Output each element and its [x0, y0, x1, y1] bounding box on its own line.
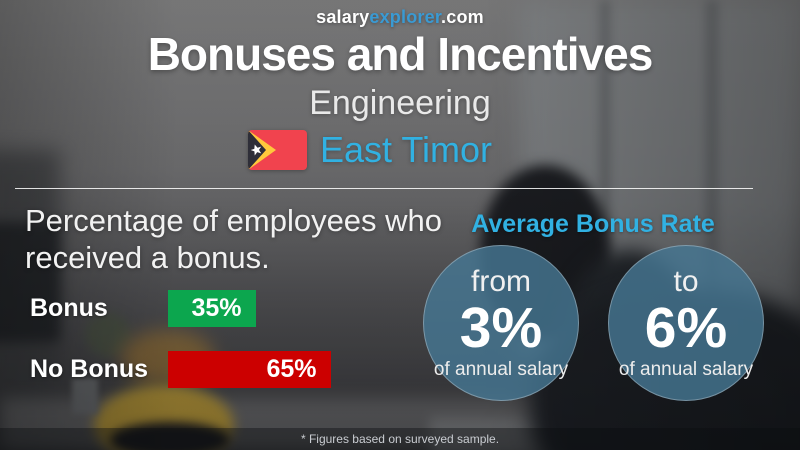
footer-band [0, 428, 800, 450]
to-label: to [673, 264, 699, 298]
country-label: East Timor [319, 129, 493, 170]
logo-explorer: explorer [369, 7, 442, 27]
no-bonus-bar: 65% [168, 351, 331, 388]
from-basis: of annual salary [433, 359, 569, 381]
country-row: East Timor [0, 129, 770, 171]
site-logo: salaryexplorer.com [0, 7, 800, 28]
logo-domain: .com [441, 7, 484, 27]
bonus-percentage-heading: Percentage of employees who received a b… [25, 203, 443, 275]
average-bonus-rate-heading: Average Bonus Rate [471, 210, 715, 238]
bonus-bar-label: Bonus [30, 294, 108, 322]
hard-hat-brim [110, 422, 230, 450]
east-timor-flag-icon [247, 130, 307, 170]
to-basis: of annual salary [618, 359, 754, 381]
window-frame [600, 0, 610, 330]
bonus-rate-to-circle: to 6% of annual salary [608, 245, 764, 401]
no-bonus-bar-value: 65% [266, 355, 317, 383]
bonus-rate-from-circle: from 3% of annual salary [423, 245, 579, 401]
divider-line [15, 188, 753, 189]
monitor-silhouette [0, 222, 60, 342]
cup [72, 378, 98, 414]
to-value: 6% [644, 295, 728, 360]
logo-salary: salary [316, 7, 370, 27]
from-label: from [471, 264, 531, 298]
footnote: * Figures based on surveyed sample. [300, 432, 500, 446]
page-title: Bonuses and Incentives [147, 28, 654, 80]
from-value: 3% [459, 295, 543, 360]
bonus-bar-value: 35% [191, 294, 242, 322]
no-bonus-bar-label: No Bonus [30, 355, 149, 383]
category-label: Engineering [309, 84, 491, 122]
bonus-bar: 35% [168, 290, 256, 327]
